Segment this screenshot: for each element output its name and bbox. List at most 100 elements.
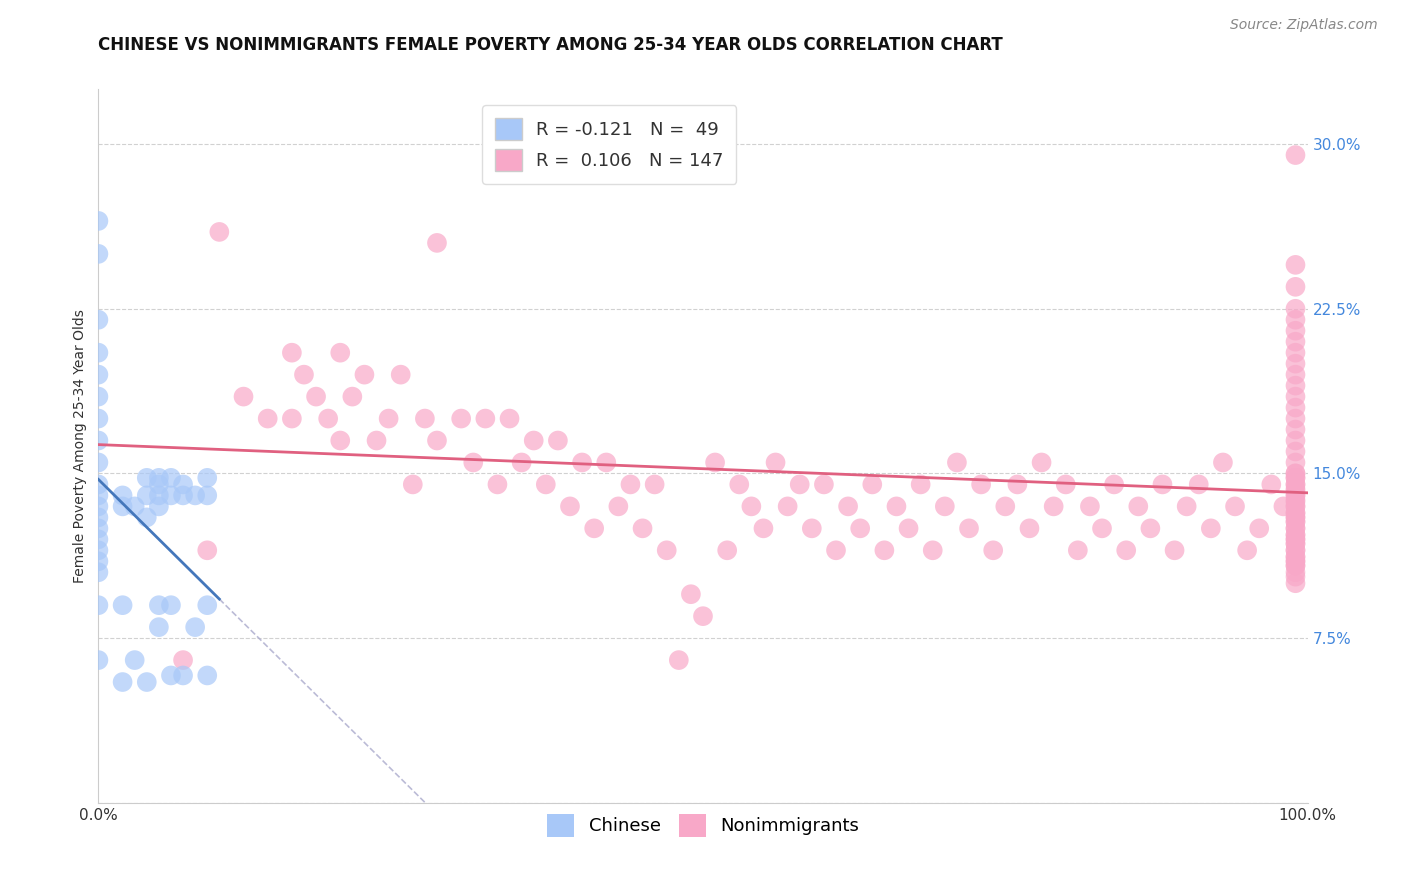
Point [534, 477, 557, 491]
Point [934, 500, 956, 514]
Point [111, 500, 134, 514]
Point [498, 411, 520, 425]
Point [160, 488, 183, 502]
Point [195, 668, 218, 682]
Point [849, 521, 872, 535]
Point [148, 471, 170, 485]
Point [1236, 543, 1258, 558]
Point [1284, 554, 1306, 568]
Point [825, 543, 848, 558]
Point [1284, 471, 1306, 485]
Point [353, 368, 375, 382]
Point [208, 225, 231, 239]
Point [547, 434, 569, 448]
Point [474, 411, 496, 425]
Point [172, 653, 194, 667]
Point [1223, 500, 1246, 514]
Point [1284, 510, 1306, 524]
Point [124, 653, 146, 667]
Point [595, 455, 617, 469]
Point [583, 521, 606, 535]
Point [607, 500, 630, 514]
Point [87, 521, 110, 535]
Point [281, 345, 304, 359]
Y-axis label: Female Poverty Among 25-34 Year Olds: Female Poverty Among 25-34 Year Olds [73, 309, 87, 583]
Point [1284, 521, 1306, 535]
Point [1067, 543, 1090, 558]
Point [994, 500, 1017, 514]
Point [1284, 500, 1306, 514]
Point [1199, 521, 1222, 535]
Point [765, 455, 787, 469]
Point [1284, 280, 1306, 294]
Point [377, 411, 399, 425]
Point [1007, 477, 1029, 491]
Point [87, 434, 110, 448]
Point [87, 510, 110, 524]
Point [1284, 324, 1306, 338]
Point [184, 488, 207, 502]
Point [1284, 148, 1306, 162]
Point [87, 566, 110, 580]
Point [1284, 488, 1306, 502]
Point [148, 620, 170, 634]
Point [87, 411, 110, 425]
Point [1284, 506, 1306, 520]
Point [1284, 558, 1306, 573]
Point [450, 411, 472, 425]
Point [87, 598, 110, 612]
Point [426, 235, 449, 250]
Point [1091, 521, 1114, 535]
Point [87, 390, 110, 404]
Point [195, 488, 218, 502]
Point [124, 500, 146, 514]
Point [1284, 537, 1306, 551]
Point [692, 609, 714, 624]
Point [523, 434, 546, 448]
Point [1175, 500, 1198, 514]
Point [1284, 554, 1306, 568]
Point [135, 488, 157, 502]
Point [1284, 434, 1306, 448]
Point [1284, 495, 1306, 509]
Point [873, 543, 896, 558]
Point [305, 390, 328, 404]
Point [111, 675, 134, 690]
Point [148, 500, 170, 514]
Point [195, 471, 218, 485]
Point [148, 488, 170, 502]
Point [655, 543, 678, 558]
Point [1249, 521, 1271, 535]
Point [1284, 515, 1306, 529]
Point [704, 455, 727, 469]
Point [1042, 500, 1064, 514]
Point [1284, 368, 1306, 382]
Point [1284, 576, 1306, 591]
Point [1031, 455, 1053, 469]
Point [728, 477, 751, 491]
Point [1284, 345, 1306, 359]
Point [256, 411, 278, 425]
Point [1284, 467, 1306, 481]
Point [402, 477, 425, 491]
Point [789, 477, 811, 491]
Point [679, 587, 702, 601]
Point [329, 434, 352, 448]
Point [148, 598, 170, 612]
Point [800, 521, 823, 535]
Text: Source: ZipAtlas.com: Source: ZipAtlas.com [1230, 18, 1378, 32]
Point [1284, 378, 1306, 392]
Point [1284, 483, 1306, 498]
Point [1284, 258, 1306, 272]
Point [910, 477, 932, 491]
Point [1284, 467, 1306, 481]
Point [1284, 301, 1306, 316]
Point [111, 488, 134, 502]
Point [111, 598, 134, 612]
Point [160, 668, 183, 682]
Point [87, 653, 110, 667]
Point [1212, 455, 1234, 469]
Point [644, 477, 666, 491]
Point [813, 477, 835, 491]
Point [1139, 521, 1161, 535]
